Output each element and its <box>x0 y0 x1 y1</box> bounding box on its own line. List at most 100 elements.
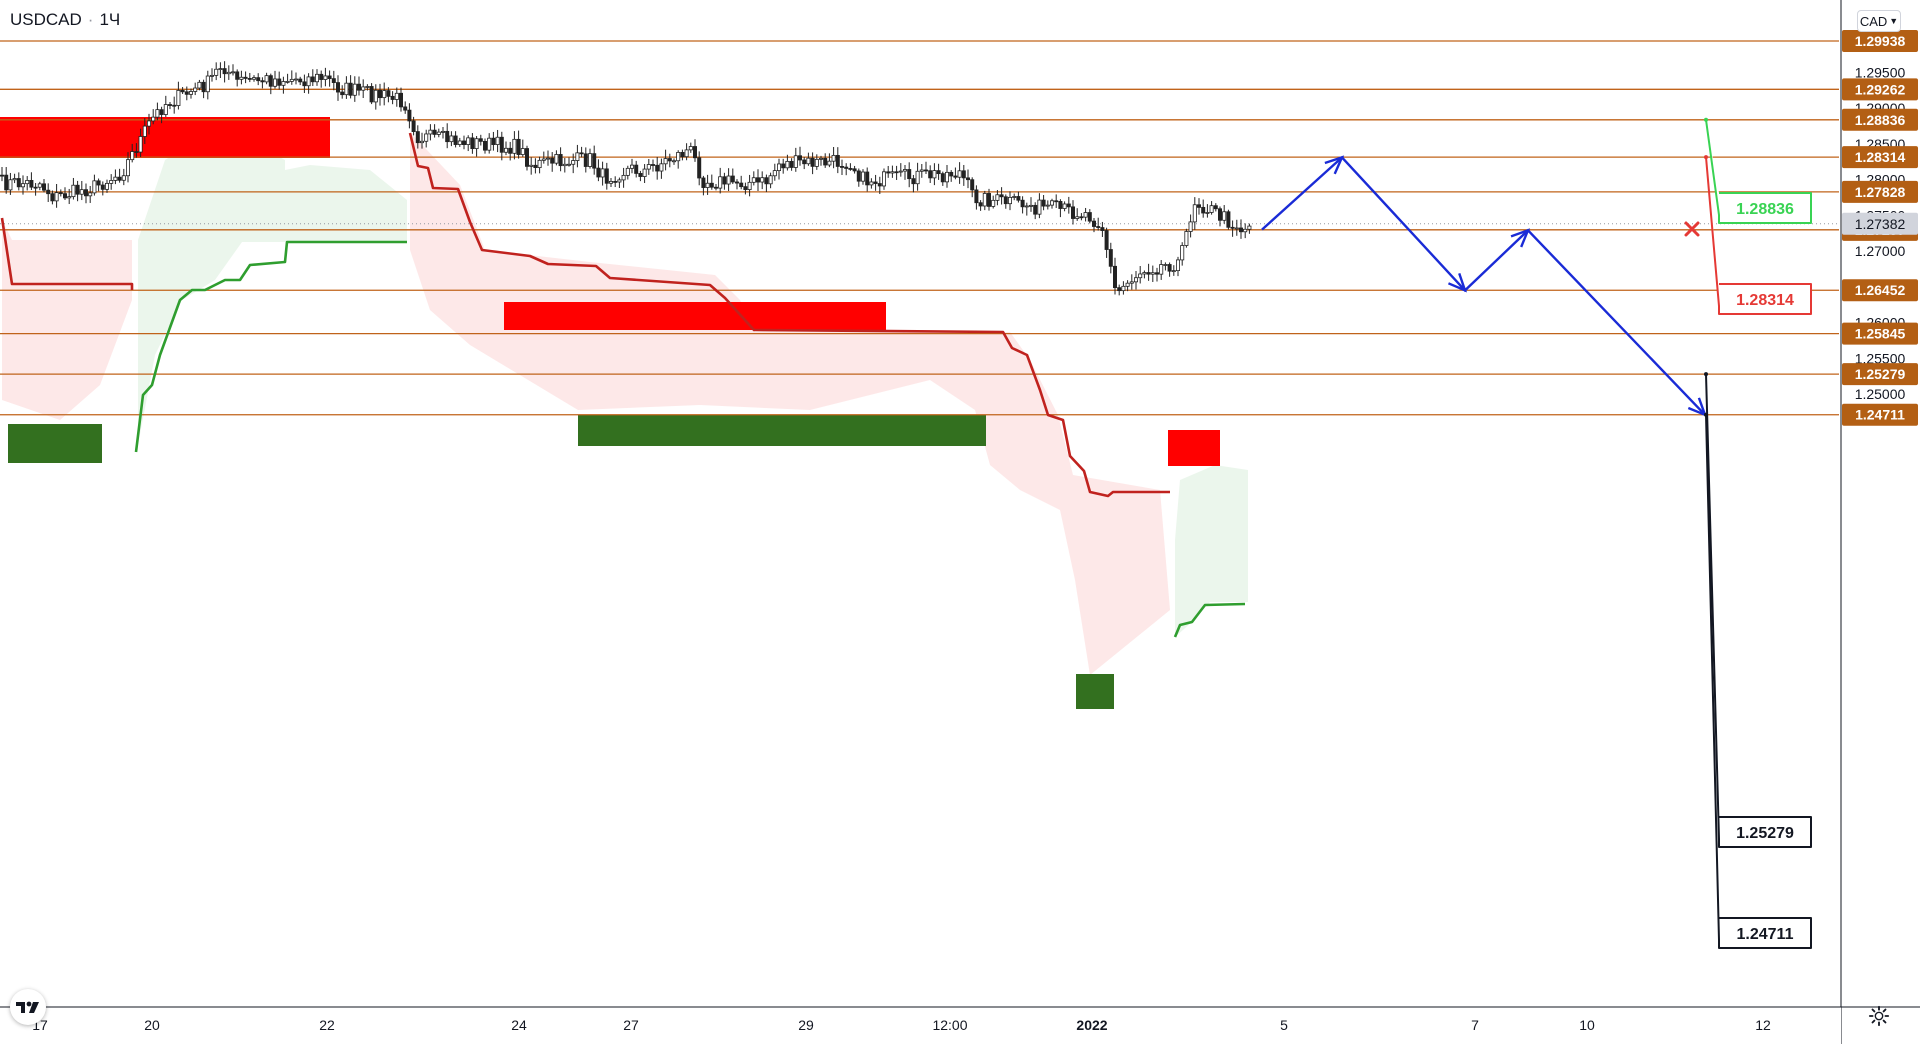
candle-body <box>1201 206 1206 214</box>
x-tick-label: 10 <box>1579 1017 1595 1033</box>
candle-body <box>159 109 164 115</box>
currency-select[interactable]: CAD ▼ <box>1857 10 1901 32</box>
projection-path[interactable] <box>1261 155 1708 417</box>
candle-body <box>155 109 160 118</box>
candle-body <box>537 159 542 169</box>
callout-box <box>1705 414 1812 949</box>
projection-line[interactable] <box>1261 155 1706 416</box>
demand-zone <box>578 415 986 446</box>
candle-body <box>676 151 681 162</box>
candle-body <box>1218 208 1223 221</box>
callout-label: 1.24711 <box>1737 926 1794 943</box>
candle-body <box>667 158 672 162</box>
candle-body <box>201 81 206 93</box>
stop-fill-2 <box>285 165 407 242</box>
candle-body <box>583 153 588 167</box>
candle-body <box>20 183 25 188</box>
candle-body <box>184 91 189 95</box>
candle-body <box>306 76 311 87</box>
candle-body <box>1012 196 1017 198</box>
candle-body <box>1243 228 1248 233</box>
candle-body <box>251 77 256 80</box>
candle-body <box>1100 227 1105 231</box>
stop-fill-1 <box>138 125 285 445</box>
level-price-tag <box>1842 363 1918 386</box>
candle-body <box>130 151 135 161</box>
candle-body <box>243 76 248 79</box>
candle-body <box>142 125 147 137</box>
candle-body <box>495 136 500 145</box>
candle-body <box>1037 199 1042 215</box>
x-tick-label: 5 <box>1280 1017 1288 1033</box>
candle-body <box>672 160 677 163</box>
candle-body <box>188 91 193 95</box>
candle-body <box>277 78 282 86</box>
candle-body <box>987 193 992 207</box>
candle-body <box>457 140 462 145</box>
candle-body <box>886 171 891 174</box>
candle-body <box>785 160 790 169</box>
candle-body <box>79 189 84 195</box>
candle-body <box>945 171 950 183</box>
candle-body <box>718 176 723 189</box>
candle-body <box>567 163 572 166</box>
symbol-header[interactable]: USDCAD · 1Ч <box>10 10 120 30</box>
candle-body <box>760 177 765 183</box>
candle-body <box>281 81 286 86</box>
candle-body <box>642 168 647 177</box>
candle-body <box>126 159 131 177</box>
gear-icon[interactable] <box>1868 1005 1890 1027</box>
level-price-tag <box>1842 322 1918 345</box>
candle-body <box>592 153 597 169</box>
level-price-tag <box>1842 146 1918 169</box>
candle-body <box>802 159 807 165</box>
candle-body <box>340 91 345 96</box>
candle-body <box>163 104 168 115</box>
last-price-tag[interactable] <box>1842 212 1918 235</box>
candle-body <box>550 157 555 164</box>
candle-body <box>609 181 614 184</box>
candle-body <box>260 80 265 83</box>
candle-body <box>1016 196 1021 201</box>
interval-label[interactable]: 1Ч <box>99 10 121 29</box>
candle-body <box>247 78 252 80</box>
tradingview-logo-icon[interactable] <box>10 989 46 1025</box>
candle-body <box>1247 225 1252 230</box>
candle-body <box>1113 265 1118 289</box>
candle-body <box>4 174 9 191</box>
candle-body <box>1234 227 1239 230</box>
candle-body <box>1192 204 1197 223</box>
level-price-label: 1.25279 <box>1855 366 1906 382</box>
candle-body <box>651 164 656 166</box>
last-price-label: 1.27382 <box>1855 216 1906 232</box>
candle-body <box>751 177 756 183</box>
candle-body <box>222 68 227 75</box>
candle-body <box>398 92 403 108</box>
candle-body <box>138 136 143 153</box>
candle-body <box>1205 212 1210 214</box>
candle-body <box>705 182 710 188</box>
candle-body <box>482 140 487 151</box>
symbol-name[interactable]: USDCAD <box>10 10 82 29</box>
candle-body <box>579 152 584 155</box>
candle-body <box>701 177 706 188</box>
candle-body <box>562 163 567 167</box>
candle-body <box>722 176 727 185</box>
candle-body <box>777 163 782 172</box>
candle-body <box>768 175 773 185</box>
target-callout-3: 1.25279 <box>1704 372 1812 848</box>
candle-body <box>865 171 870 186</box>
y-tick-label: 1.25500 <box>1855 350 1906 366</box>
candle-body <box>1138 273 1143 279</box>
candle-body <box>109 180 114 184</box>
candle-body <box>814 158 819 167</box>
candle-body <box>541 158 546 161</box>
level-price-tag <box>1842 78 1918 101</box>
candle-body <box>936 170 941 175</box>
candle-body <box>33 186 38 189</box>
close-x-icon <box>1684 221 1700 237</box>
candle-body <box>1054 200 1059 203</box>
candle-body <box>856 170 861 182</box>
candle-body <box>63 193 68 199</box>
